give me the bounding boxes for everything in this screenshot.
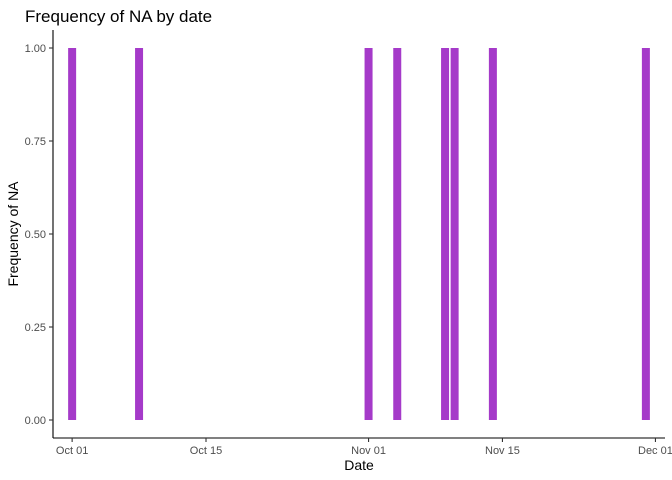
chart-title: Frequency of NA by date	[25, 7, 212, 26]
bar-7	[488, 48, 497, 420]
y-tick-label-0: 0.00	[25, 415, 46, 427]
y-axis: 0.00 0.25 0.50 0.75 1.00	[25, 43, 53, 427]
bar-2	[135, 48, 144, 420]
y-axis-title: Frequency of NA	[5, 181, 21, 287]
y-tick-label-1: 0.25	[25, 322, 46, 334]
x-axis-title: Date	[344, 457, 374, 473]
x-tick-label-1: Oct 15	[190, 445, 222, 457]
bar-1	[68, 48, 77, 420]
bar-3	[364, 48, 373, 420]
bar-4	[393, 48, 402, 420]
bar-5	[441, 48, 450, 420]
bar-6	[450, 48, 459, 420]
x-axis: Oct 01 Oct 15 Nov 01 Nov 15 Dec 01	[56, 438, 672, 457]
x-tick-label-4: Dec 01	[638, 445, 672, 457]
x-tick-label-3: Nov 15	[485, 445, 520, 457]
y-tick-label-4: 1.00	[25, 43, 46, 55]
bar-8	[641, 48, 650, 420]
y-tick-label-2: 0.50	[25, 229, 46, 241]
bars-group	[68, 48, 650, 420]
x-tick-label-0: Oct 01	[56, 445, 88, 457]
x-tick-label-2: Nov 01	[351, 445, 386, 457]
y-tick-label-3: 0.75	[25, 136, 46, 148]
